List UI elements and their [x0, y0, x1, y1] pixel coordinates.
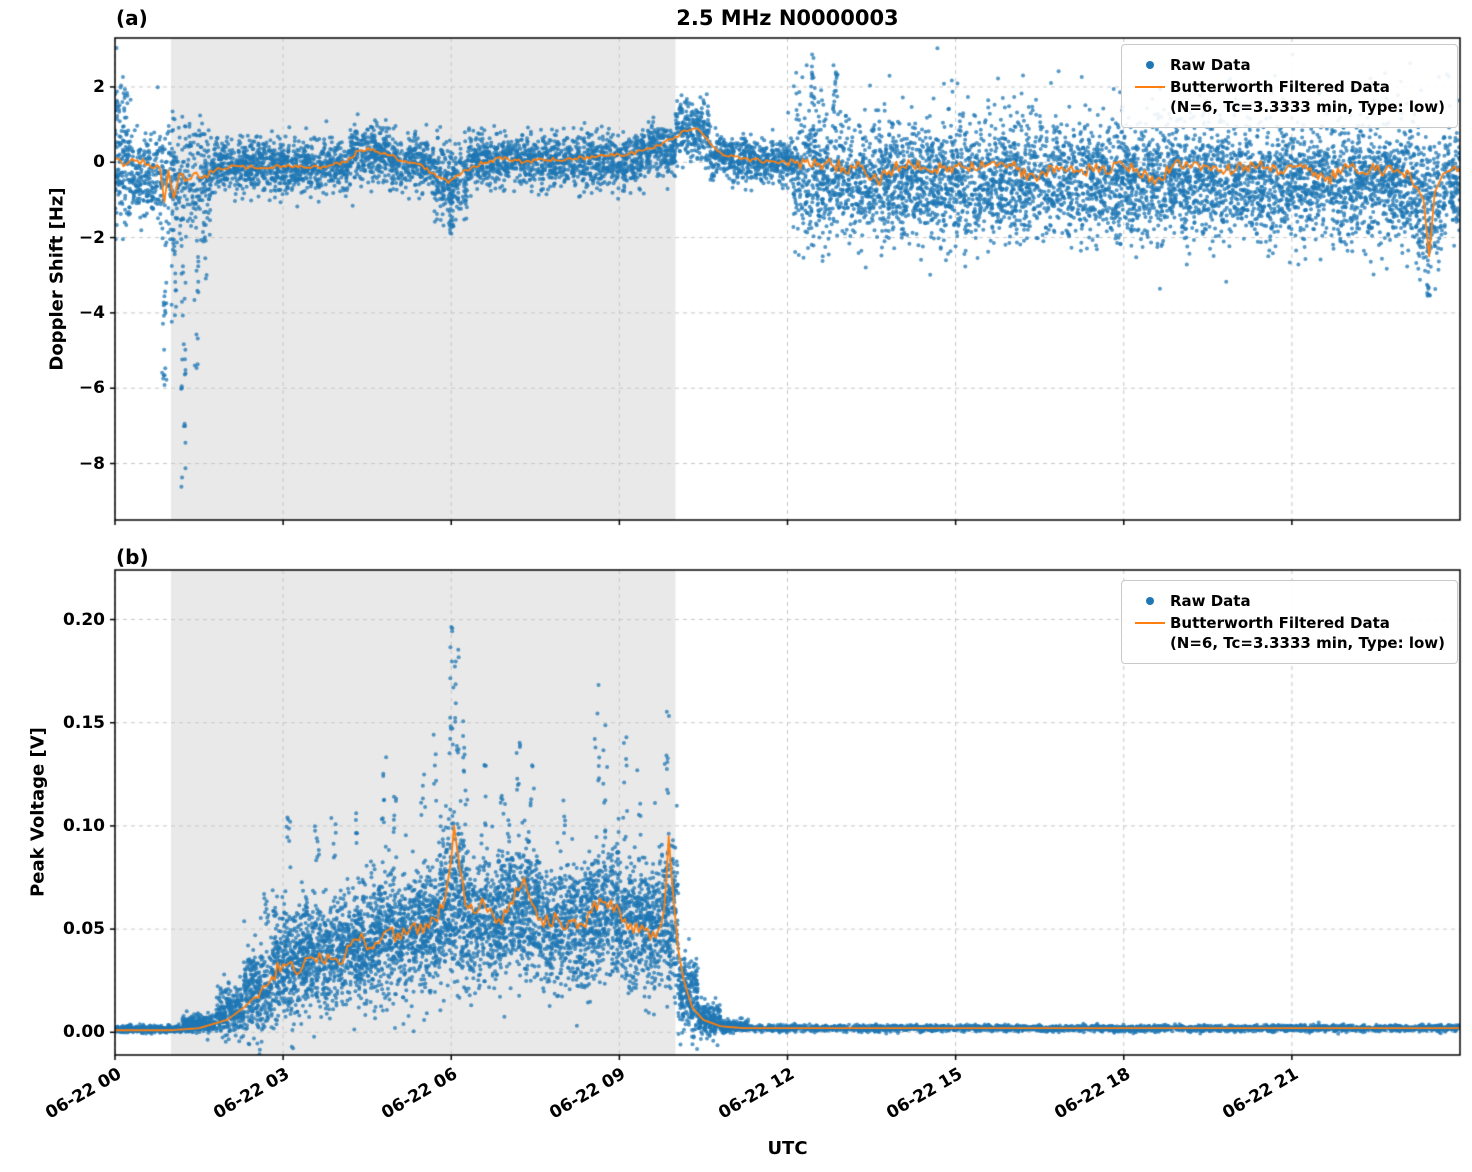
y-tick-label: 0.05 [63, 919, 105, 940]
y-tick-label: 0.10 [63, 815, 105, 836]
y-axis-label-doppler: Doppler Shift [Hz] [46, 187, 68, 371]
legend-filtered-label: Butterworth Filtered Data [1169, 78, 1390, 96]
legend-raw-entry: Raw Data [1130, 591, 1445, 611]
y-tick-label: 0.15 [63, 712, 105, 733]
y-tick-label: 2 [93, 76, 105, 97]
y-tick-label: −4 [78, 302, 105, 323]
legend-panel-a: Raw Data Butterworth Filtered Data (N=6,… [1120, 44, 1458, 128]
legend-filtered-entry: Butterworth Filtered Data (N=6, Tc=3.333… [1130, 613, 1445, 653]
y-tick-label: −6 [78, 378, 105, 399]
filtered-line-marker-icon [1130, 613, 1170, 633]
y-tick-label: 0.00 [63, 1022, 105, 1043]
legend-filtered-params: (N=6, Tc=3.3333 min, Type: low) [1169, 634, 1445, 652]
raw-data-marker-icon [1130, 55, 1170, 75]
y-tick-label: 0.20 [63, 609, 105, 630]
legend-filtered-label: Butterworth Filtered Data [1169, 614, 1390, 632]
panel-label-a: (a) [116, 6, 148, 30]
legend-panel-b: Raw Data Butterworth Filtered Data (N=6,… [1120, 580, 1458, 664]
y-tick-label: 0 [93, 152, 105, 173]
y-tick-label: −8 [78, 453, 105, 474]
legend-filtered-params: (N=6, Tc=3.3333 min, Type: low) [1169, 98, 1445, 116]
x-axis-label: UTC [767, 1138, 808, 1159]
filtered-line-marker-icon [1130, 77, 1170, 97]
chart-title: 2.5 MHz N0000003 [676, 6, 899, 30]
panel-label-b: (b) [116, 545, 149, 569]
legend-filtered-entry: Butterworth Filtered Data (N=6, Tc=3.333… [1130, 77, 1445, 117]
raw-data-marker-icon [1130, 591, 1170, 611]
legend-raw-entry: Raw Data [1130, 55, 1445, 75]
legend-raw-label: Raw Data [1169, 56, 1251, 74]
y-axis-label-voltage: Peak Voltage [V] [27, 727, 49, 897]
y-tick-label: −2 [78, 227, 105, 248]
legend-raw-label: Raw Data [1169, 592, 1251, 610]
